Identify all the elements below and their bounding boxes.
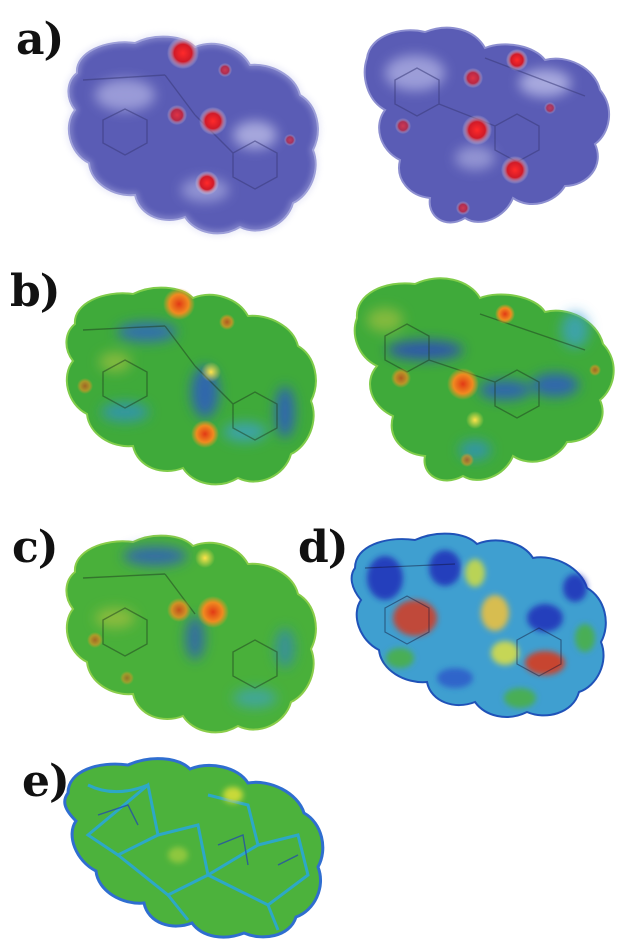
panel-label-e: e) — [22, 756, 70, 807]
panel-label-a: a) — [16, 14, 64, 65]
panel-label-b: b) — [10, 266, 61, 317]
panel-label-c: c) — [12, 522, 59, 573]
shape-index-surface-right — [353, 277, 615, 482]
dnorm-surface-right — [363, 26, 611, 224]
shape-index-surface-left — [65, 286, 317, 486]
curvedness-surface-d — [350, 532, 607, 718]
panel-label-d: d) — [298, 522, 349, 573]
shape-index-surface-c — [65, 534, 317, 734]
dnorm-surface-left — [65, 33, 321, 237]
curvedness-surface-e — [63, 757, 325, 939]
